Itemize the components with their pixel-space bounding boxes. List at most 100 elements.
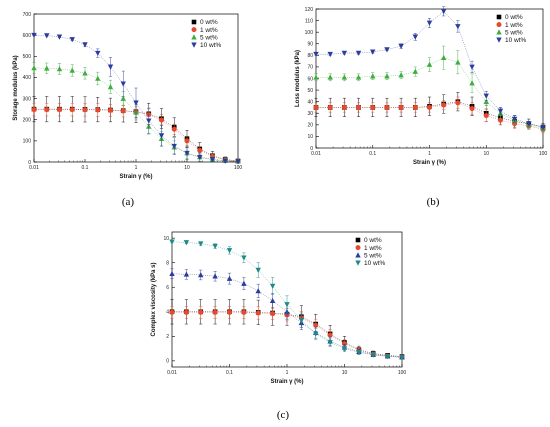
data-point — [107, 84, 114, 90]
data-point — [356, 349, 362, 356]
legend-marker — [355, 260, 361, 266]
data-point — [44, 33, 50, 39]
data-point — [341, 104, 347, 110]
data-point — [227, 309, 232, 315]
legend-marker — [496, 29, 502, 35]
x-axis-title: Strain γ (%) — [413, 160, 446, 166]
data-point — [341, 50, 348, 56]
data-point — [526, 121, 532, 127]
data-point — [370, 352, 376, 358]
legend-label: 1 wt% — [364, 245, 382, 252]
series-5-wtpct — [313, 45, 546, 133]
data-point — [341, 74, 348, 80]
x-tick-label: 0.1 — [226, 370, 233, 376]
x-tick-label: 10 — [483, 151, 489, 157]
data-point — [255, 267, 261, 273]
chart-panel-b: 0.01 0.1 1 10 100010203040506070809010011012… — [295, 6, 547, 208]
series-line — [316, 102, 544, 130]
y-tick-label: 0 — [28, 160, 31, 166]
legend-marker — [355, 245, 361, 251]
legend: 0 wt%1 wt%5 wt%10 wt% — [355, 237, 386, 267]
data-point — [198, 241, 204, 247]
data-point — [412, 104, 418, 110]
x-tick-label: 1 — [135, 165, 138, 171]
data-point — [327, 340, 333, 346]
y-tick-label: 20 — [307, 123, 313, 129]
data-point — [455, 24, 461, 30]
data-point — [341, 346, 348, 352]
data-point — [44, 65, 50, 71]
data-point — [56, 66, 63, 72]
x-tick-label: 10 — [184, 165, 190, 171]
data-point — [82, 70, 88, 76]
legend-label: 0 wt% — [200, 19, 218, 26]
y-tick-label: 30 — [307, 111, 313, 117]
data-point — [298, 318, 305, 324]
data-point — [483, 98, 489, 104]
legend-label: 10 wt% — [200, 42, 222, 49]
data-point — [146, 118, 152, 124]
y-tick-label: 120 — [305, 7, 314, 13]
data-point — [270, 311, 276, 317]
data-point — [398, 43, 404, 49]
data-point — [107, 107, 113, 113]
data-point — [241, 255, 247, 261]
data-point — [398, 72, 404, 78]
legend: 0 wt%1 wt%5 wt%10 wt% — [191, 19, 222, 49]
y-tick-label: 2 — [166, 334, 169, 340]
y-tick-label: 8 — [166, 260, 169, 266]
data-point — [222, 158, 228, 164]
series-5-wtpct — [169, 268, 405, 360]
data-point — [226, 275, 233, 281]
data-point — [313, 331, 319, 337]
data-point — [355, 50, 362, 56]
data-point — [540, 124, 546, 131]
legend-marker — [496, 14, 502, 20]
data-point — [284, 302, 290, 308]
data-point — [412, 34, 418, 40]
data-point — [31, 65, 37, 71]
data-point — [370, 49, 376, 55]
y-tick-label: 60 — [307, 76, 313, 82]
series-10-wtpct — [31, 32, 241, 165]
data-point — [209, 157, 216, 163]
y-tick-label: 70 — [307, 65, 313, 71]
legend-label: 10 wt% — [364, 260, 386, 267]
legend-marker — [191, 34, 197, 40]
data-point — [313, 51, 319, 58]
x-axis-title: Strain γ (%) — [270, 379, 303, 385]
data-point — [441, 54, 447, 60]
data-point — [241, 309, 247, 315]
legend-label: 10 wt% — [505, 37, 527, 44]
y-tick-label: 10 — [307, 134, 313, 140]
x-tick-label: 100 — [398, 370, 407, 376]
data-point — [169, 239, 175, 245]
y-axis-title: Loss modulus (kPa) — [295, 50, 301, 107]
data-point — [120, 81, 126, 87]
data-point — [183, 309, 189, 315]
legend-label: 1 wt% — [200, 27, 218, 34]
data-point — [384, 104, 390, 110]
legend: 0 wt%1 wt%5 wt%10 wt% — [496, 14, 527, 44]
data-point — [327, 104, 333, 110]
data-point — [469, 80, 475, 86]
y-tick-label: 40 — [307, 99, 313, 105]
y-tick-label: 90 — [307, 42, 313, 48]
data-point — [82, 107, 88, 113]
data-point — [133, 100, 139, 106]
data-point — [497, 108, 504, 114]
data-point — [183, 240, 190, 246]
legend-marker — [496, 22, 502, 28]
x-tick-label: 10 — [342, 370, 348, 376]
legend-label: 0 wt% — [505, 14, 523, 21]
legend-marker — [355, 237, 361, 243]
data-point — [198, 272, 204, 278]
data-point — [327, 51, 333, 58]
data-point — [469, 64, 475, 70]
data-point — [313, 74, 319, 80]
data-point — [171, 143, 177, 150]
data-point — [56, 34, 63, 40]
data-point — [441, 9, 447, 15]
data-point — [169, 270, 175, 277]
data-point — [158, 117, 164, 123]
